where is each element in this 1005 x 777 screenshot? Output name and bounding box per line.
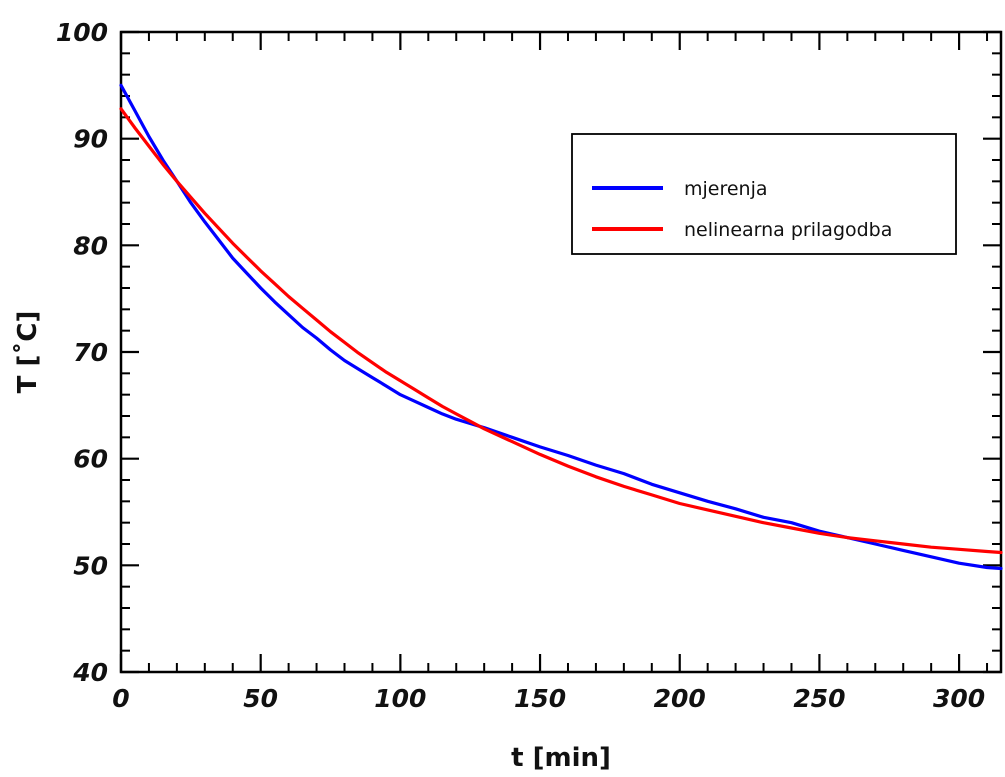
x-axis-label: t [min] (511, 743, 611, 773)
y-tick-label: 40 (72, 658, 108, 687)
y-tick-label: 70 (73, 338, 108, 367)
x-tick-labels: 0 50 100 150 200 250 300 (112, 684, 985, 713)
series-lines (119, 83, 1003, 571)
y-tick-labels: 40 50 60 70 80 90 100 (56, 18, 108, 687)
major-ticks (119, 30, 1001, 674)
x-tick-label: 300 (933, 684, 985, 713)
legend-label-mjerenja: mjerenja (684, 178, 768, 200)
x-tick-label: 200 (654, 684, 706, 713)
y-tick-label: 90 (73, 125, 108, 154)
legend-label-nelinearna-prilagodba: nelinearna prilagodba (684, 219, 892, 241)
x-tick-label: 250 (793, 684, 845, 713)
x-tick-label: 150 (514, 684, 566, 713)
plot-frame (119, 30, 1003, 674)
series-line-nelinearna-prilagodba (119, 107, 1003, 555)
y-tick-label: 80 (73, 231, 108, 260)
legend-box (571, 133, 957, 255)
y-tick-label: 100 (56, 18, 108, 47)
y-axis-label: T [˚C] (12, 311, 43, 394)
y-tick-label: 60 (73, 445, 108, 474)
y-tick-label: 50 (73, 551, 108, 580)
series-line-mjerenja (119, 83, 1003, 571)
x-tick-label: 0 (112, 684, 129, 713)
x-tick-label: 50 (243, 684, 278, 713)
minor-ticks (121, 32, 1001, 672)
legend: mjerenja nelinearna prilagodba (571, 133, 957, 255)
x-tick-label: 100 (374, 684, 426, 713)
